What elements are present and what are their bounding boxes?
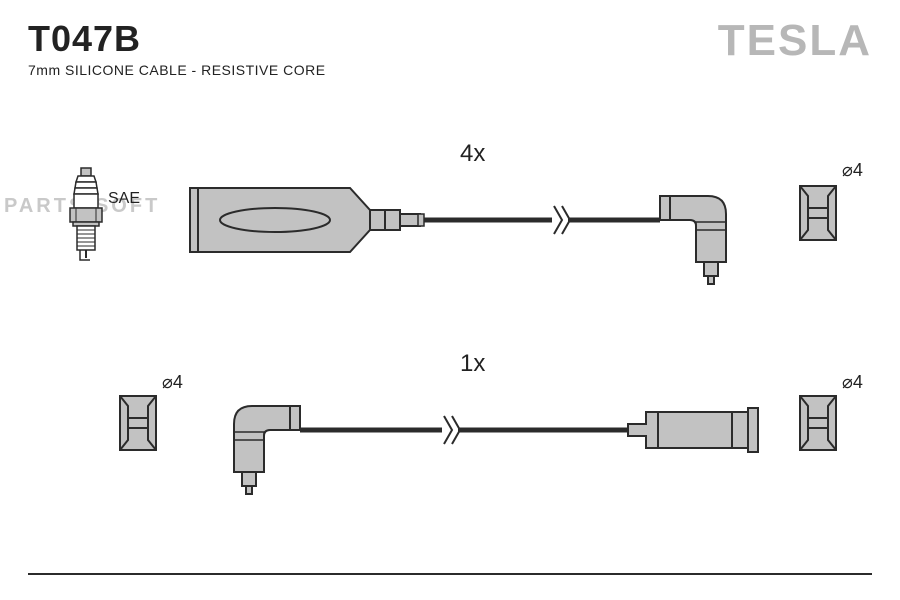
clamp-icon: [800, 186, 836, 240]
elbow-boot-icon: [234, 406, 300, 494]
coil-boot-icon: [190, 188, 420, 252]
clamp-icon: [120, 396, 156, 450]
cable-break-icon: [552, 206, 570, 234]
elbow-boot-icon: [660, 196, 726, 284]
cable-break-icon: [442, 416, 460, 444]
technical-diagram: [0, 0, 900, 600]
clamp-icon: [800, 396, 836, 450]
spark-plug-icon: [70, 168, 102, 260]
straight-boot-icon: [628, 408, 758, 452]
